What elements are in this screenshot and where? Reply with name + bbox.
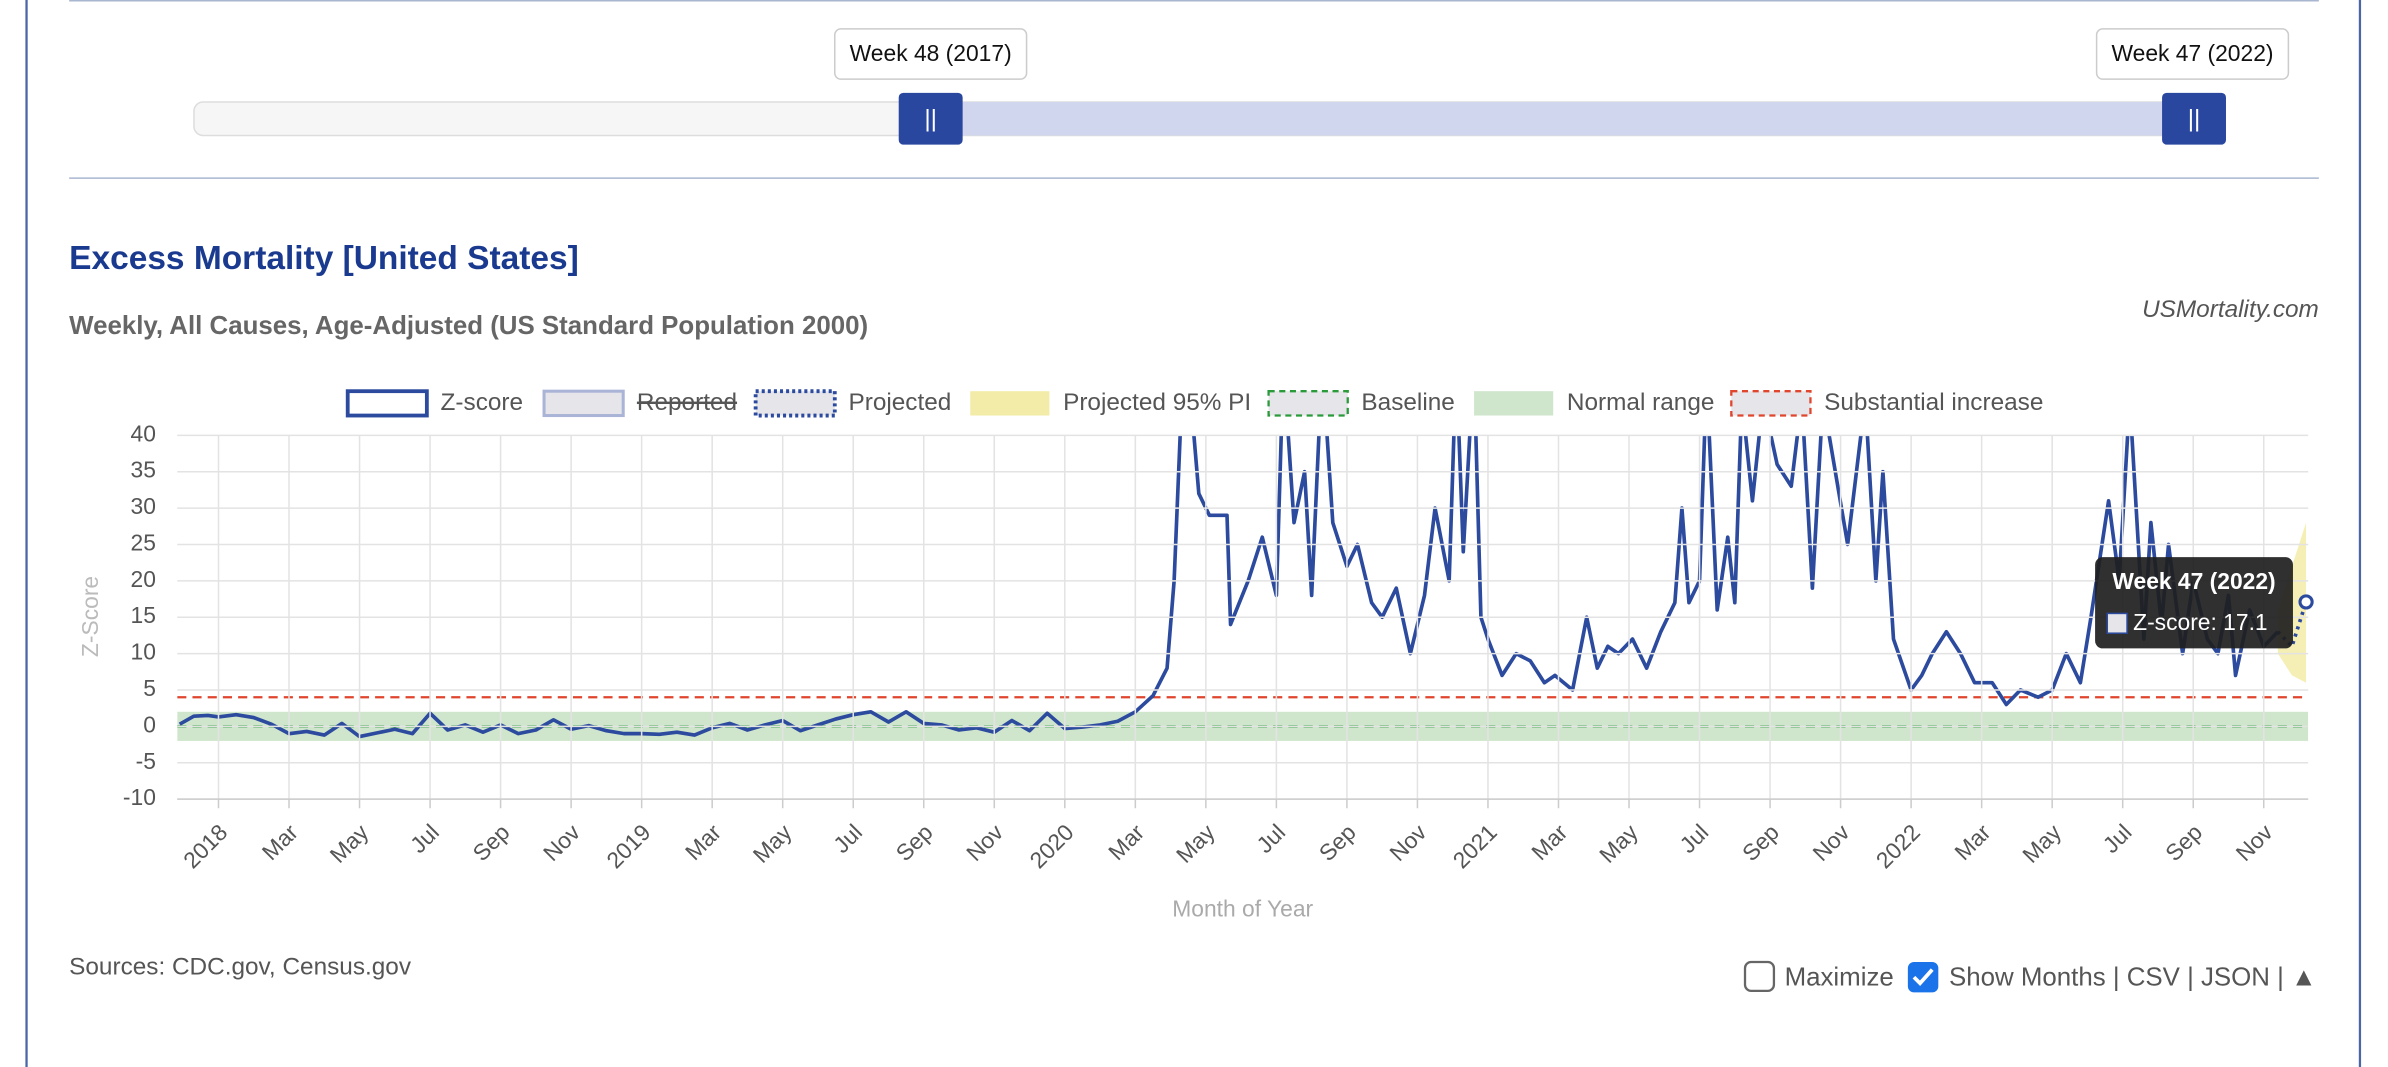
x-tick-label: 2018 xyxy=(178,819,232,873)
x-tick-label: 2019 xyxy=(601,819,655,873)
slider-handle[interactable] xyxy=(898,92,963,145)
sources: Sources: CDC.gov, Census.gov xyxy=(69,954,412,981)
x-tick-label: 2020 xyxy=(1024,819,1078,873)
y-tick-label: 5 xyxy=(143,675,156,701)
y-tick-label: 25 xyxy=(131,529,156,555)
legend-label[interactable]: Projected xyxy=(848,389,951,416)
legend-swatch xyxy=(1267,390,1349,417)
legend-label[interactable]: Substantial increase xyxy=(1824,389,2043,416)
x-tick-label: Jul xyxy=(2098,819,2137,858)
maximize-label[interactable]: Maximize xyxy=(1785,964,1894,992)
x-tick-label: Mar xyxy=(257,819,303,865)
y-tick-label: 40 xyxy=(131,420,156,446)
tooltip-swatch xyxy=(2106,612,2128,634)
handle-grip: || xyxy=(924,106,937,133)
x-tick-label: Sep xyxy=(891,819,938,866)
handle-grip: || xyxy=(2188,106,2201,133)
legend-swatch xyxy=(345,389,429,418)
chart-title: Excess Mortality [United States] xyxy=(69,240,579,277)
y-tick-label: -10 xyxy=(123,784,156,810)
slider-label-box xyxy=(834,28,1028,80)
slider-start: Week 48 (2017) xyxy=(850,40,1012,66)
x-tick-label: Mar xyxy=(1949,819,1995,865)
x-tick-label: Jul xyxy=(1674,819,1713,858)
x-tick-label: 2022 xyxy=(1871,819,1925,873)
x-tick-label: Mar xyxy=(680,819,726,865)
x-tick-label: Sep xyxy=(467,819,514,866)
x-tick-label: Nov xyxy=(2231,819,2279,867)
tooltip-title: Week 47 (2022) xyxy=(2112,568,2275,594)
y-tick-label: 35 xyxy=(131,457,156,483)
x-tick-label: Mar xyxy=(1103,819,1149,865)
x-tick-label: Nov xyxy=(961,819,1009,867)
x-tick-label: Mar xyxy=(1526,819,1572,865)
y-tick-label: 30 xyxy=(131,493,156,519)
checkbox[interactable] xyxy=(1743,960,1776,993)
x-tick-label: Jul xyxy=(828,819,867,858)
legend-swatch xyxy=(1474,391,1554,416)
check-icon xyxy=(1912,968,1934,987)
x-tick-label: Jul xyxy=(405,819,444,858)
tooltip-value: Z-score: 17.1 xyxy=(2133,609,2267,635)
slider-label-box xyxy=(2095,28,2290,80)
legend-label[interactable]: Normal range xyxy=(1567,389,1714,416)
hover-point xyxy=(2298,594,2314,610)
x-tick-label: Sep xyxy=(2160,819,2207,866)
slider-handle[interactable] xyxy=(2162,92,2226,145)
x-tick-label: Sep xyxy=(1737,819,1784,866)
y-tick-label: 10 xyxy=(131,639,156,665)
range-slider[interactable]: || || Week 48 (2017) Week 47 (2022) xyxy=(193,28,2290,145)
x-tick-label: May xyxy=(1171,819,1220,868)
legend-label[interactable]: Projected 95% PI xyxy=(1063,389,1251,416)
x-tick-label: May xyxy=(1594,819,1643,868)
tooltip xyxy=(2095,557,2293,649)
x-tick-label: Nov xyxy=(1384,819,1432,867)
legend-label[interactable]: Baseline xyxy=(1361,389,1454,416)
control-links[interactable]: Show Months | CSV | JSON | ▲ xyxy=(1949,964,2317,992)
x-tick-label: May xyxy=(2017,819,2066,868)
x-tick-label: May xyxy=(325,819,374,868)
y-tick-label: -5 xyxy=(136,748,156,774)
site-credit: USMortality.com xyxy=(2142,296,2319,323)
x-tick-label: May xyxy=(748,819,797,868)
legend-label[interactable]: Reported xyxy=(637,389,737,416)
chart-subtitle: Weekly, All Causes, Age-Adjusted (US Sta… xyxy=(69,312,868,340)
x-tick-label: Nov xyxy=(538,819,586,867)
slider-selection xyxy=(930,101,2193,136)
y-axis-label: Z-Score xyxy=(77,576,103,657)
x-tick-label: Jul xyxy=(1251,819,1290,858)
y-tick-label: 20 xyxy=(131,566,156,592)
y-tick-label: 0 xyxy=(143,711,156,737)
legend-label[interactable]: Z-score xyxy=(441,389,524,416)
x-tick-label: Nov xyxy=(1807,819,1855,867)
x-axis-label: Month of Year xyxy=(1172,895,1313,921)
z-score-line xyxy=(178,435,2280,739)
legend-swatch xyxy=(753,389,837,418)
legend-swatch xyxy=(970,391,1050,416)
y-tick-label: 15 xyxy=(131,602,156,628)
slider-end: Week 47 (2022) xyxy=(2111,40,2273,66)
x-tick-label: Sep xyxy=(1314,819,1361,866)
x-tick-label: 2021 xyxy=(1448,819,1502,873)
legend-swatch xyxy=(542,389,625,418)
legend-swatch xyxy=(1730,390,1812,417)
